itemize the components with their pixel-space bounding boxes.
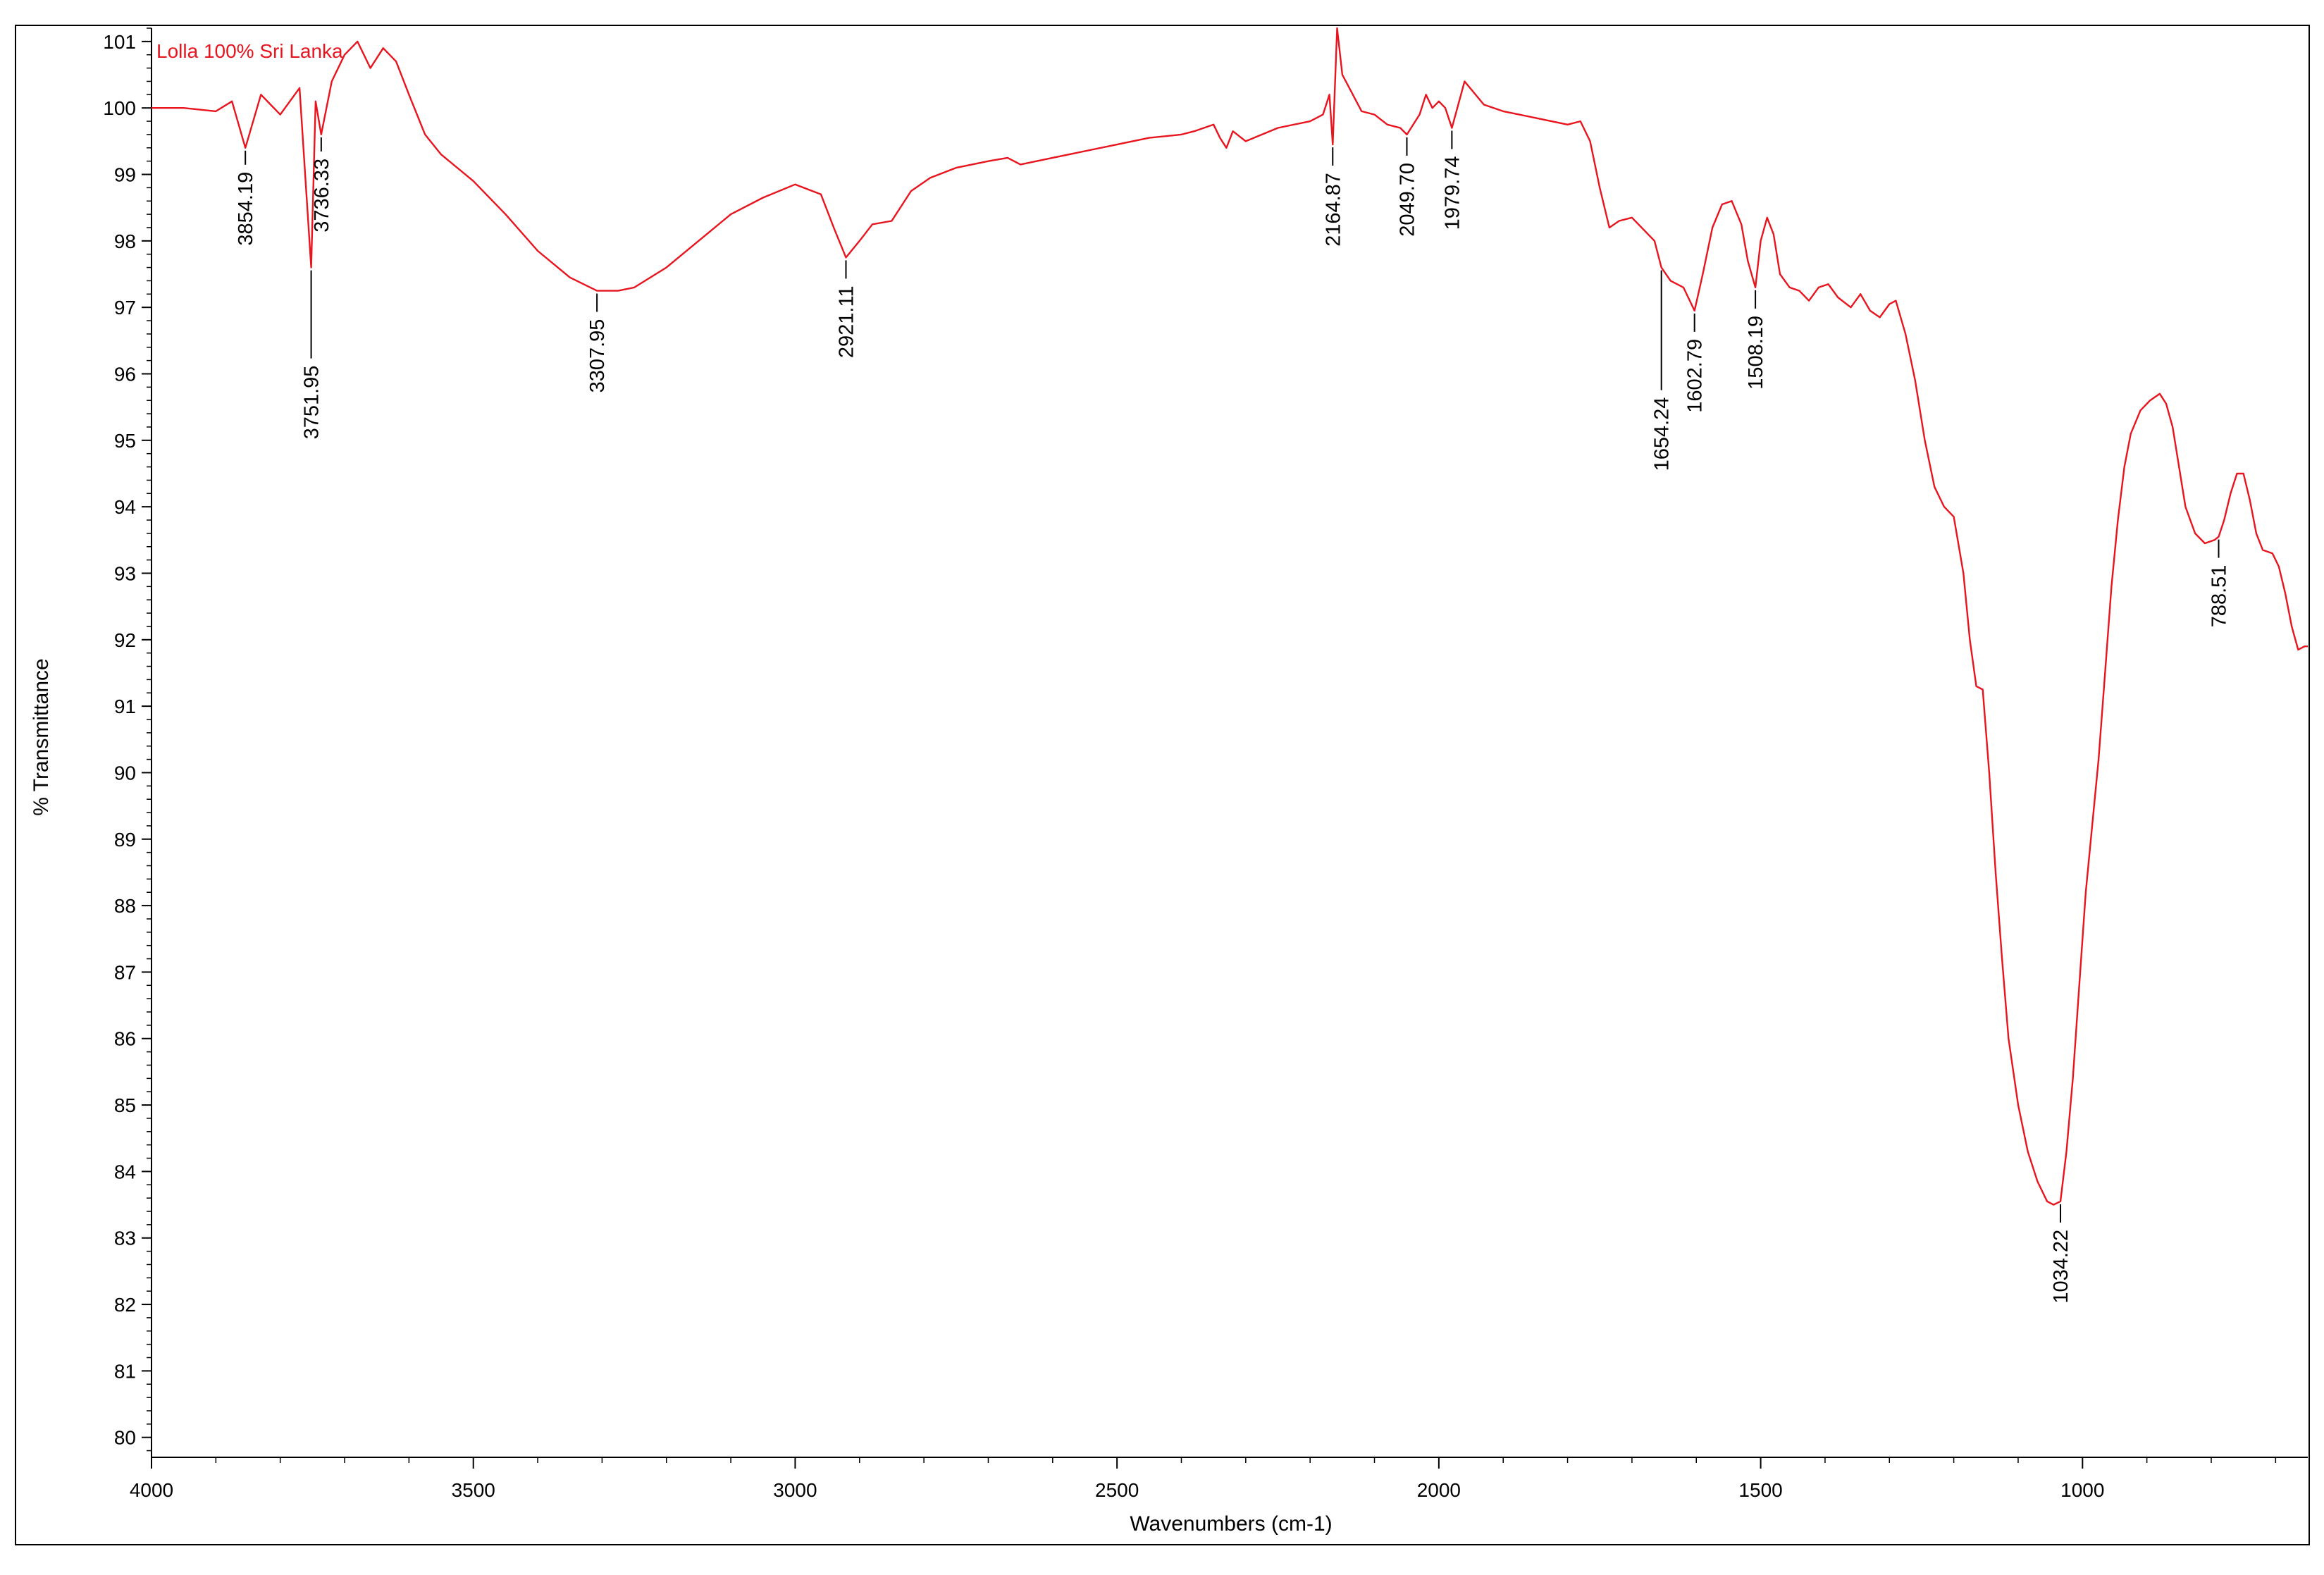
y-tick-label: 99	[114, 164, 136, 186]
x-tick-label: 1500	[1738, 1479, 1782, 1501]
y-tick-label: 90	[114, 762, 136, 784]
spectrum-line	[152, 27, 2308, 1206]
series-group	[152, 27, 2308, 1206]
y-axis-title: % Transmittance	[30, 658, 53, 815]
x-tick-label: 2500	[1095, 1479, 1139, 1501]
sample-title: Lolla 100% Sri Lanka	[156, 40, 343, 62]
y-tick-label: 86	[114, 1028, 136, 1050]
y-tick-label: 80	[114, 1427, 136, 1449]
y-tick-label: 87	[114, 961, 136, 983]
y-tick-label: 82	[114, 1294, 136, 1316]
y-tick-label: 89	[114, 829, 136, 851]
y-tick-label: 96	[114, 363, 136, 385]
y-tick-label: 85	[114, 1094, 136, 1116]
y-tick-label: 95	[114, 430, 136, 452]
x-tick-label: 1000	[2060, 1479, 2104, 1501]
peak-annotations: 3854.19 3751.95 3736.33 3307.95 2921.11 2164.…	[235, 130, 2230, 1304]
peak-label: 2049.70	[1396, 163, 1418, 237]
y-tick-label: 84	[114, 1161, 136, 1182]
y-tick-label: 83	[114, 1228, 136, 1249]
peak-label: 788.51	[2208, 565, 2230, 628]
ticks: 80 81 82 83 84 85 86 87 88 89 90 91 92 93 94 95 96 97 98 99…	[103, 27, 2277, 1501]
y-tick-label: 94	[114, 496, 136, 518]
outer-frame	[15, 25, 2310, 1545]
peak-label: 2164.87	[1322, 173, 1345, 247]
y-tick-label: 92	[114, 629, 136, 651]
peak-label: 3751.95	[301, 366, 323, 440]
y-tick-label: 100	[103, 97, 136, 119]
peak-label: 1979.74	[1441, 156, 1464, 230]
peak-label: 1602.79	[1684, 339, 1707, 413]
y-tick-label: 81	[114, 1360, 136, 1382]
peak-label: 3307.95	[586, 319, 609, 393]
axes	[151, 28, 2308, 1458]
x-tick-label: 3500	[452, 1479, 495, 1501]
x-tick-label: 2000	[1417, 1479, 1461, 1501]
peak-label: 3736.33	[311, 159, 333, 233]
peak-label: 1034.22	[2050, 1230, 2072, 1304]
y-tick-label: 101	[103, 31, 136, 53]
y-tick-label: 97	[114, 297, 136, 319]
peak-label: 3854.19	[235, 172, 257, 246]
x-tick-label: 4000	[130, 1479, 173, 1501]
y-tick-label: 88	[114, 895, 136, 917]
peak-label: 1654.24	[1651, 397, 1674, 471]
x-tick-label: 3000	[773, 1479, 817, 1501]
y-tick-label: 93	[114, 562, 136, 584]
peak-label: 2921.11	[835, 285, 858, 358]
y-tick-label: 98	[114, 230, 136, 252]
x-axis-title: Wavenumbers (cm-1)	[1130, 1512, 1332, 1536]
y-tick-label: 91	[114, 696, 136, 717]
peak-label: 1508.19	[1745, 316, 1767, 390]
